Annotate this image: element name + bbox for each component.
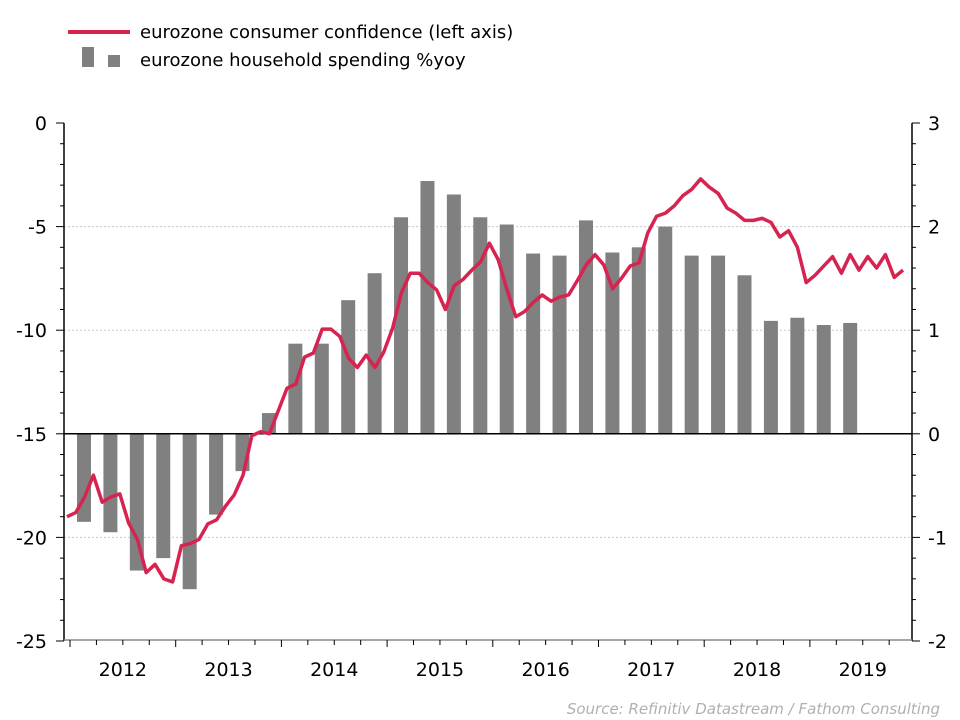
left-tick-label: -5 — [28, 217, 47, 239]
bar-2017Q4 — [684, 255, 699, 434]
left-tick-label: -15 — [16, 424, 47, 446]
bar-2017Q1 — [605, 252, 620, 434]
x-tick-label: 2016 — [521, 659, 569, 681]
x-tick-label: 2017 — [627, 659, 675, 681]
bar-2018Q3 — [763, 320, 778, 434]
bar-2015Q3 — [446, 194, 461, 434]
bar-2017Q2 — [631, 247, 646, 434]
bar-2017Q3 — [658, 226, 673, 434]
legend: eurozone consumer confidence (left axis)… — [68, 22, 513, 71]
left-tick-label: -20 — [16, 527, 47, 549]
bar-series — [77, 181, 858, 590]
bar-2014Q2 — [314, 343, 329, 434]
right-tick-label: 0 — [928, 424, 940, 446]
bar-2015Q1 — [394, 217, 409, 434]
bar-2013Q2 — [209, 433, 224, 515]
bar-2019Q1 — [816, 325, 831, 434]
x-tick-label: 2019 — [839, 659, 887, 681]
legend-bar-swatch — [108, 55, 120, 67]
bar-2018Q4 — [790, 317, 805, 434]
left-tick-label: -10 — [16, 320, 47, 342]
left-tick-label: -25 — [16, 631, 47, 653]
x-tick-label: 2018 — [733, 659, 781, 681]
x-tick-label: 2012 — [99, 659, 147, 681]
bar-2012Q4 — [156, 433, 171, 559]
legend-bar-swatch — [82, 47, 94, 67]
right-tick-label: 1 — [928, 320, 940, 342]
bar-2012Q3 — [129, 433, 144, 571]
x-tick-label: 2015 — [416, 659, 464, 681]
right-tick-label: 3 — [928, 113, 940, 135]
axes: 0 -5 -10 -15 -20 -25 3 2 1 0 -1 -2 2012 2013 2014 2015 2… — [16, 113, 947, 681]
confidence-line — [66, 177, 905, 584]
right-tick-label: -1 — [928, 527, 947, 549]
bar-2014Q3 — [341, 300, 356, 434]
line-series — [66, 177, 905, 584]
bar-2016Q2 — [526, 253, 541, 434]
bar-2014Q1 — [288, 343, 303, 434]
bar-2016Q4 — [578, 220, 593, 434]
bar-2018Q1 — [711, 255, 726, 434]
bar-2012Q2 — [103, 433, 118, 533]
bar-2012Q1 — [77, 433, 91, 522]
right-tick-label: -2 — [928, 631, 947, 653]
bar-2013Q1 — [182, 433, 197, 590]
bar-2015Q2 — [420, 181, 435, 434]
bar-2016Q1 — [499, 224, 514, 434]
x-tick-label: 2014 — [310, 659, 358, 681]
bar-2018Q2 — [737, 275, 752, 434]
bar-2016Q3 — [552, 255, 567, 434]
legend-label-confidence: eurozone consumer confidence (left axis) — [140, 22, 513, 43]
x-tick-label: 2013 — [204, 659, 252, 681]
bar-2014Q4 — [367, 273, 382, 434]
source-note: Source: Refinitiv Datastream / Fathom Co… — [567, 700, 940, 718]
left-tick-label: 0 — [35, 113, 47, 135]
legend-label-spending: eurozone household spending %yoy — [140, 50, 466, 71]
right-tick-label: 2 — [928, 217, 940, 239]
bar-2015Q4 — [473, 217, 488, 434]
bar-2019Q2 — [843, 322, 858, 434]
